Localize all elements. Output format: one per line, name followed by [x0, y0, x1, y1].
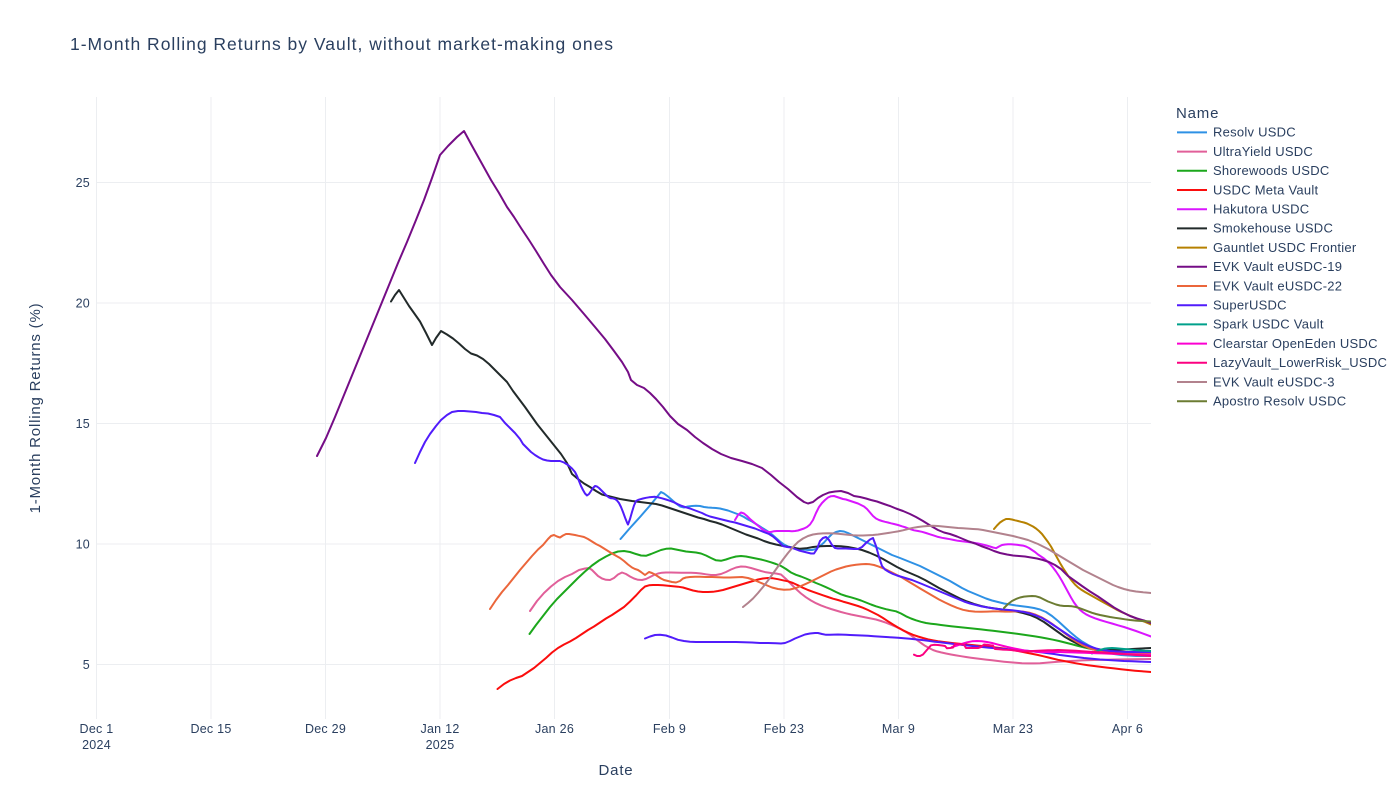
svg-text:Feb 9: Feb 9 [653, 722, 686, 736]
svg-text:15: 15 [76, 417, 90, 431]
svg-text:20: 20 [76, 297, 90, 311]
svg-text:5: 5 [83, 658, 90, 672]
svg-text:10: 10 [76, 538, 90, 552]
svg-text:EVK Vault eUSDC-3: EVK Vault eUSDC-3 [1213, 374, 1335, 389]
svg-text:Jan 12: Jan 12 [420, 722, 459, 736]
svg-text:Name: Name [1176, 105, 1219, 122]
svg-text:Spark USDC Vault: Spark USDC Vault [1213, 317, 1324, 332]
svg-text:Mar 9: Mar 9 [882, 722, 915, 736]
svg-text:Smokehouse USDC: Smokehouse USDC [1213, 221, 1333, 236]
svg-text:LazyVault_LowerRisk_USDC: LazyVault_LowerRisk_USDC [1213, 355, 1387, 370]
svg-text:2025: 2025 [426, 738, 455, 752]
svg-text:1-Month Rolling Returns (%): 1-Month Rolling Returns (%) [27, 303, 44, 514]
svg-text:Feb 23: Feb 23 [764, 722, 804, 736]
svg-text:Dec 1: Dec 1 [80, 722, 114, 736]
svg-text:Clearstar OpenEden USDC: Clearstar OpenEden USDC [1213, 336, 1378, 351]
svg-text:Dec 15: Dec 15 [190, 722, 231, 736]
svg-text:UltraYield USDC: UltraYield USDC [1213, 144, 1313, 159]
svg-text:Date: Date [599, 762, 634, 779]
svg-text:Apr 6: Apr 6 [1112, 722, 1143, 736]
svg-text:EVK Vault eUSDC-22: EVK Vault eUSDC-22 [1213, 278, 1342, 293]
svg-text:25: 25 [76, 176, 90, 190]
svg-text:Shorewoods USDC: Shorewoods USDC [1213, 163, 1329, 178]
svg-text:Resolv USDC: Resolv USDC [1213, 125, 1296, 140]
svg-text:Dec 29: Dec 29 [305, 722, 346, 736]
svg-text:SuperUSDC: SuperUSDC [1213, 298, 1287, 313]
svg-text:Apostro Resolv USDC: Apostro Resolv USDC [1213, 394, 1346, 409]
svg-text:Jan 26: Jan 26 [535, 722, 574, 736]
svg-text:1-Month Rolling Returns by Vau: 1-Month Rolling Returns by Vault, withou… [70, 34, 614, 54]
svg-text:Hakutora USDC: Hakutora USDC [1213, 202, 1309, 217]
svg-text:USDC Meta Vault: USDC Meta Vault [1213, 182, 1319, 197]
svg-text:EVK Vault eUSDC-19: EVK Vault eUSDC-19 [1213, 259, 1342, 274]
svg-text:Mar 23: Mar 23 [993, 722, 1033, 736]
svg-text:2024: 2024 [82, 738, 111, 752]
svg-text:Gauntlet USDC Frontier: Gauntlet USDC Frontier [1213, 240, 1357, 255]
